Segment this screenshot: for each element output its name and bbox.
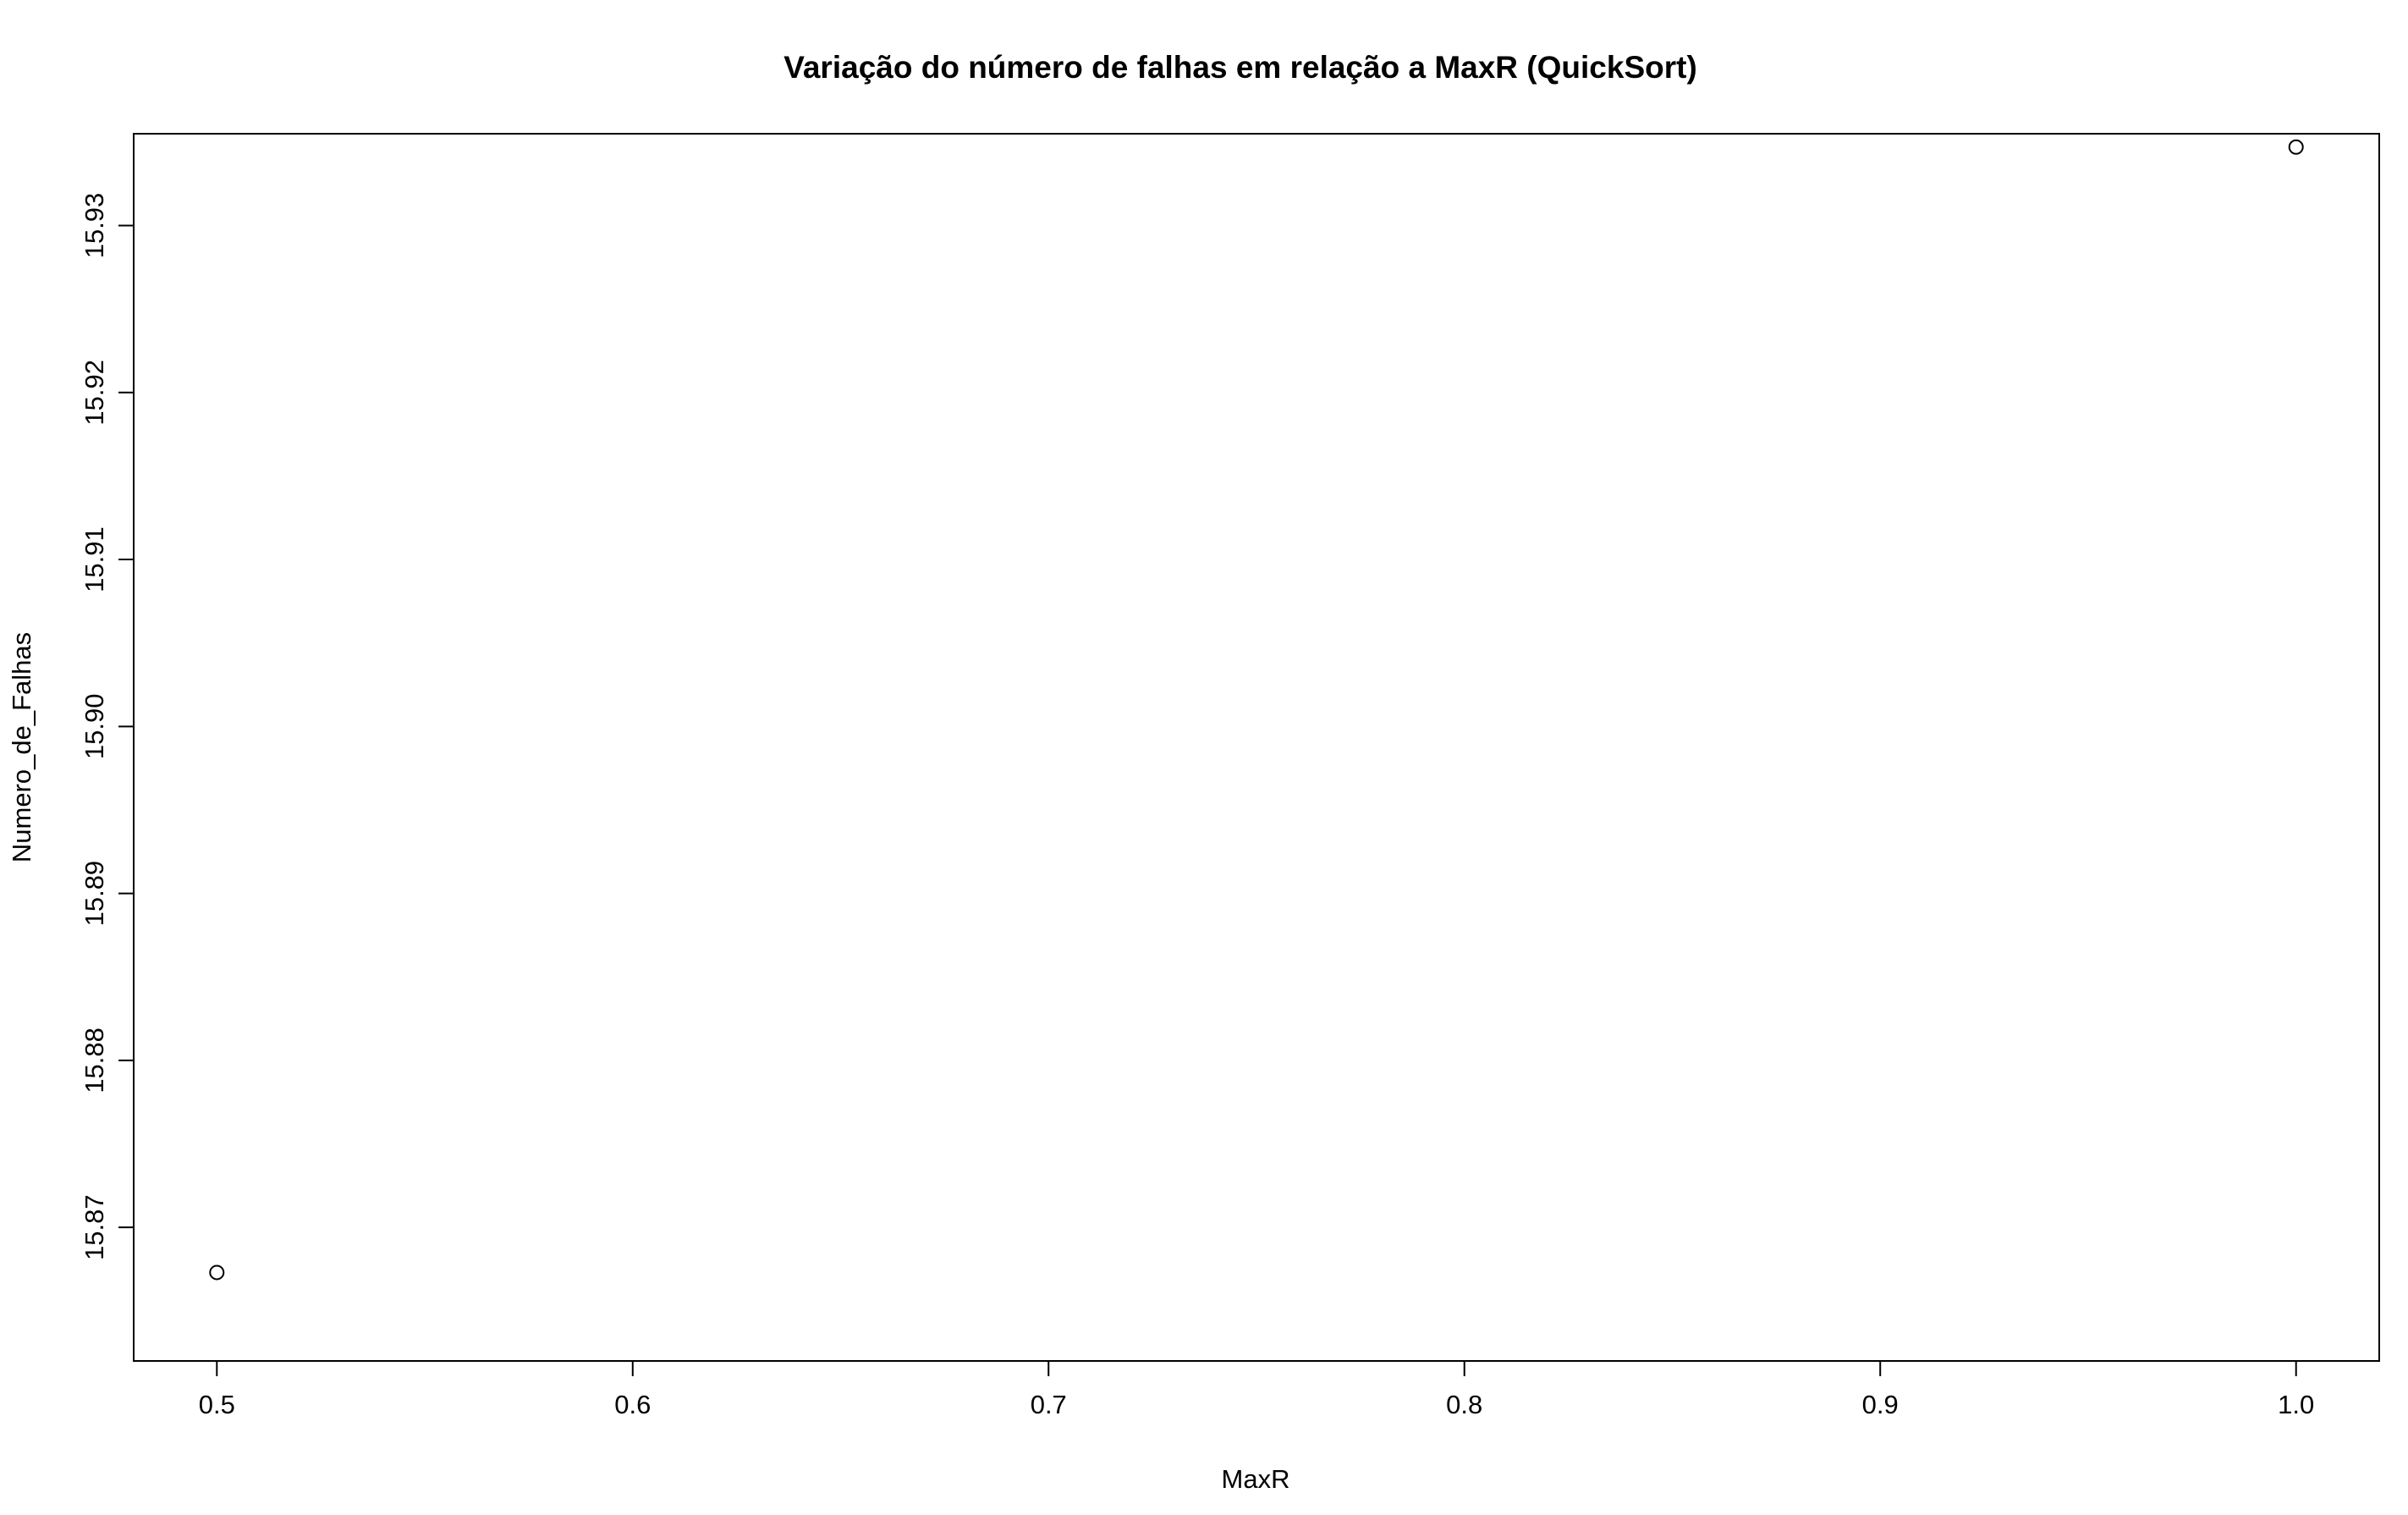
y-axis: 15.87 15.88 15.89 15.90 15.91 15.92 15.93	[80, 193, 135, 1260]
y-tick-label: 15.89	[80, 861, 109, 927]
y-tick-label: 15.93	[80, 193, 109, 259]
y-tick-label: 15.88	[80, 1027, 109, 1094]
x-tick-label: 0.6	[614, 1390, 651, 1419]
x-tick-label: 1.0	[2278, 1390, 2314, 1419]
x-tick-label: 0.7	[1031, 1390, 1067, 1419]
data-point	[209, 1264, 225, 1281]
plot-frame	[133, 133, 2380, 1362]
y-axis-label: Numero_de_Falhas	[7, 632, 36, 862]
y-tick-label: 15.92	[80, 360, 109, 426]
x-tick-label: 0.9	[1862, 1390, 1899, 1419]
y-tick-label: 15.90	[80, 694, 109, 760]
data-points	[209, 139, 2304, 1281]
x-tick-label: 0.5	[199, 1390, 235, 1419]
y-tick-label: 15.91	[80, 526, 109, 592]
chart-title: Variação do número de falhas em relação …	[783, 50, 1697, 85]
x-tick-label: 0.8	[1446, 1390, 1482, 1419]
y-tick-label: 15.87	[80, 1194, 109, 1260]
data-point	[2288, 139, 2304, 155]
x-axis-label: MaxR	[1222, 1464, 1290, 1494]
x-axis: 0.5 0.6 0.7 0.8 0.9 1.0	[199, 1360, 2314, 1419]
